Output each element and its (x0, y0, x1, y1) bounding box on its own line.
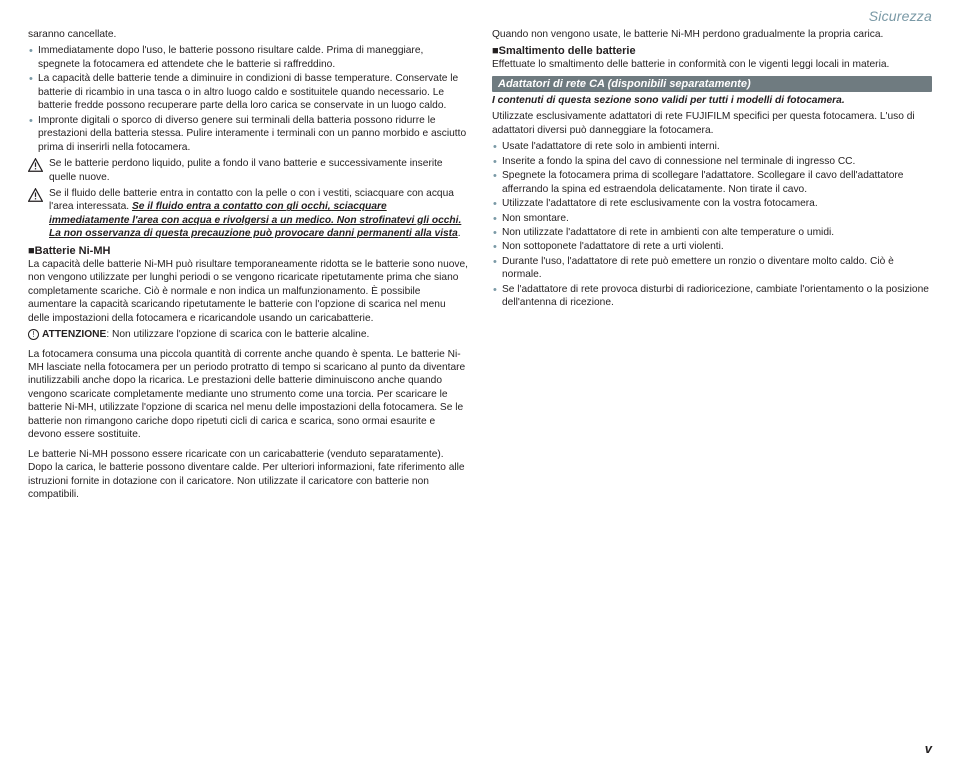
right-column: Quando non vengono usate, le batterie Ni… (492, 28, 932, 505)
para-smaltimento: Effettuate lo smaltimento delle batterie… (492, 58, 932, 71)
warning-text: Se le batterie perdono liquido, pulite a… (49, 157, 468, 184)
circled-exclaim-icon: ! (28, 329, 39, 340)
attn-label: ATTENZIONE (42, 329, 106, 340)
bullet-list-batteries: Immediatamente dopo l'uso, le batterie p… (28, 44, 468, 154)
para-nimh: La capacità delle batterie Ni-MH può ris… (28, 258, 468, 325)
bullet-list-adapter: Usate l'adattatore di rete solo in ambie… (492, 140, 932, 309)
list-item: Usate l'adattatore di rete solo in ambie… (492, 140, 932, 153)
warning-icon (28, 158, 43, 172)
para-ricarica: Le batterie Ni-MH possono essere ricaric… (28, 448, 468, 502)
callout-bar: Adattatori di rete CA (disponibili separ… (492, 76, 932, 92)
list-item: Non sottoponete l'adattatore di rete a u… (492, 240, 932, 253)
warn-text-tail: . (458, 228, 461, 239)
para-consumo: La fotocamera consuma una piccola quanti… (28, 348, 468, 442)
list-item: Spegnete la fotocamera prima di scollega… (492, 169, 932, 196)
attn-text: : Non utilizzare l'opzione di scarica co… (106, 329, 369, 340)
list-item: Immediatamente dopo l'uso, le batterie p… (28, 44, 468, 71)
warning-row: Se le batterie perdono liquido, pulite a… (28, 157, 468, 184)
warning-text: Se il fluido delle batterie entra in con… (49, 187, 468, 241)
left-column: saranno cancellate. Immediatamente dopo … (28, 28, 468, 505)
list-item: Impronte digitali o sporco di diverso ge… (28, 114, 468, 154)
para-cancel: saranno cancellate. (28, 28, 468, 41)
lead-italic: I contenuti di questa sezione sono valid… (492, 94, 932, 107)
list-item: Non smontare. (492, 212, 932, 225)
list-item: Non utilizzate l'adattatore di rete in a… (492, 226, 932, 239)
para-top-right: Quando non vengono usate, le batterie Ni… (492, 28, 932, 41)
section-header: Sicurezza (28, 8, 932, 24)
list-item: Durante l'uso, l'adattatore di rete può … (492, 255, 932, 282)
two-column-layout: saranno cancellate. Immediatamente dopo … (28, 28, 932, 505)
list-item: La capacità delle batterie tende a dimin… (28, 72, 468, 112)
page-number: v (925, 741, 932, 756)
subhead-nimh: ■Batterie Ni-MH (28, 245, 468, 257)
para-attention: !ATTENZIONE: Non utilizzare l'opzione di… (28, 328, 468, 341)
list-item: Se l'adattatore di rete provoca disturbi… (492, 283, 932, 310)
list-item: Inserite a fondo la spina del cavo di co… (492, 155, 932, 168)
subhead-label: Batterie Ni-MH (35, 245, 111, 257)
subhead-label: Smaltimento delle batterie (499, 45, 636, 57)
para-after-lead: Utilizzate esclusivamente adattatori di … (492, 110, 932, 137)
warning-row: Se il fluido delle batterie entra in con… (28, 187, 468, 241)
warning-icon (28, 188, 43, 202)
subhead-smaltimento: ■Smaltimento delle batterie (492, 45, 932, 57)
list-item: Utilizzate l'adattatore di rete esclusiv… (492, 197, 932, 210)
